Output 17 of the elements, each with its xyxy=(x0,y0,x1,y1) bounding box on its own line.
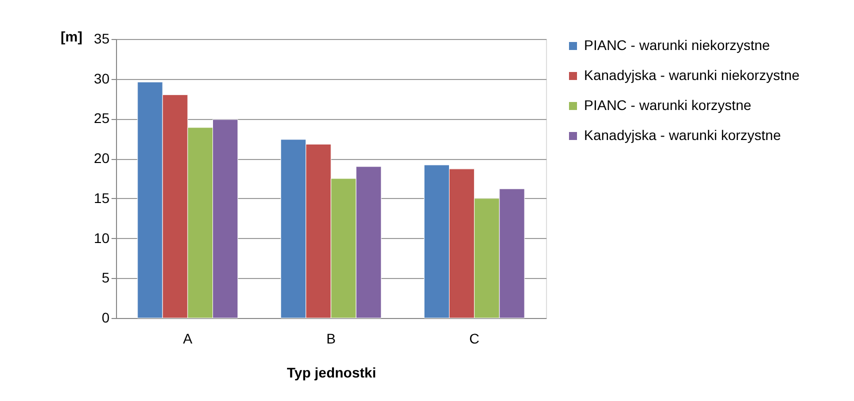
x-tick-label: A xyxy=(182,330,193,346)
y-tick-label: 0 xyxy=(102,310,110,326)
legend-label: Kanadyjska - warunki korzystne xyxy=(584,127,782,143)
x-tick-label: C xyxy=(469,330,480,346)
y-tick-label: 20 xyxy=(94,150,110,166)
legend-label: PIANC - warunki korzystne xyxy=(584,97,752,113)
y-axis-title: [m] xyxy=(60,28,82,44)
legend-label: Kanadyjska - warunki niekorzystne xyxy=(584,67,800,83)
y-tick-label: 30 xyxy=(94,70,110,86)
y-tick-label: 35 xyxy=(94,30,110,46)
y-tick-label: 15 xyxy=(94,190,110,206)
x-tick-label: B xyxy=(326,330,336,346)
y-tick-label: 25 xyxy=(94,110,110,126)
legend-label: PIANC - warunki niekorzystne xyxy=(584,37,770,53)
y-tick-label: 10 xyxy=(94,230,110,246)
y-tick-label: 5 xyxy=(102,270,110,286)
x-axis-title: Typ jednostki xyxy=(286,364,376,380)
